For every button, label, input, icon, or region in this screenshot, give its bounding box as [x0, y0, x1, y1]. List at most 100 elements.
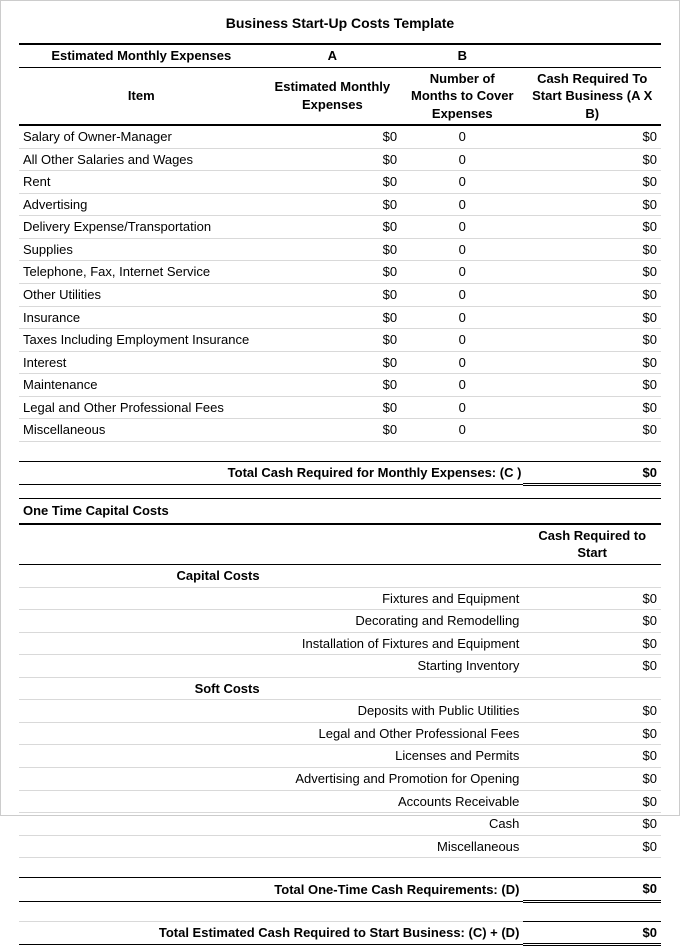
monthly-col-b: 0	[401, 148, 523, 171]
onetime-item: Accounts Receivable	[264, 790, 524, 813]
onetime-row: Advertising and Promotion for Opening$0	[19, 767, 661, 790]
monthly-item: Maintenance	[19, 374, 264, 397]
monthly-row: Interest$00$0	[19, 351, 661, 374]
monthly-item: Salary of Owner-Manager	[19, 125, 264, 148]
monthly-item: Other Utilities	[19, 284, 264, 307]
onetime-item: Legal and Other Professional Fees	[264, 722, 524, 745]
monthly-col-b-label: B	[401, 44, 523, 67]
monthly-header-row-2: Item Estimated Monthly Expenses Number o…	[19, 67, 661, 125]
monthly-col-a: $0	[264, 171, 402, 194]
grand-total-value: $0	[643, 925, 657, 940]
onetime-col-c: $0	[523, 722, 661, 745]
grand-total-label: Total Estimated Cash Required to Start B…	[159, 925, 520, 940]
monthly-item: Delivery Expense/Transportation	[19, 216, 264, 239]
monthly-col-a: $0	[264, 216, 402, 239]
onetime-row: Starting Inventory$0	[19, 655, 661, 678]
monthly-col-c: $0	[523, 396, 661, 419]
grand-total-row: Total Estimated Cash Required to Start B…	[19, 921, 661, 945]
monthly-row: Rent$00$0	[19, 171, 661, 194]
page: Business Start-Up Costs Template Estimat…	[0, 0, 680, 816]
monthly-col-a: $0	[264, 306, 402, 329]
monthly-item: Interest	[19, 351, 264, 374]
onetime-col-c-header: Cash Required to Start	[523, 524, 661, 565]
monthly-item: Insurance	[19, 306, 264, 329]
onetime-item: Licenses and Permits	[264, 745, 524, 768]
monthly-col-a: $0	[264, 238, 402, 261]
onetime-col-c: $0	[523, 767, 661, 790]
onetime-header: One Time Capital Costs	[19, 499, 264, 524]
onetime-row: Legal and Other Professional Fees$0	[19, 722, 661, 745]
monthly-col-c: $0	[523, 171, 661, 194]
monthly-row: Delivery Expense/Transportation$00$0	[19, 216, 661, 239]
monthly-col-b: 0	[401, 125, 523, 148]
monthly-col-c: $0	[523, 329, 661, 352]
monthly-col-c: $0	[523, 216, 661, 239]
monthly-col-b: 0	[401, 216, 523, 239]
monthly-col-c: $0	[523, 148, 661, 171]
onetime-total-label: Total One-Time Cash Requirements: (D)	[274, 882, 519, 897]
soft-costs-label: Soft Costs	[19, 677, 264, 700]
monthly-col-c: $0	[523, 125, 661, 148]
onetime-blank-row	[19, 858, 661, 878]
monthly-blank-row	[19, 441, 661, 461]
monthly-col-a: $0	[264, 374, 402, 397]
onetime-row: Decorating and Remodelling$0	[19, 610, 661, 633]
monthly-item: Advertising	[19, 193, 264, 216]
monthly-col-a: $0	[264, 125, 402, 148]
monthly-row: Taxes Including Employment Insurance$00$…	[19, 329, 661, 352]
onetime-item: Miscellaneous	[264, 835, 524, 858]
monthly-col-a: $0	[264, 351, 402, 374]
monthly-col-b: 0	[401, 329, 523, 352]
onetime-item: Fixtures and Equipment	[264, 587, 524, 610]
monthly-col-b: 0	[401, 374, 523, 397]
monthly-row: Telephone, Fax, Internet Service$00$0	[19, 261, 661, 284]
onetime-row: Accounts Receivable$0	[19, 790, 661, 813]
monthly-col-b-header: Number of Months to Cover Expenses	[401, 67, 523, 125]
onetime-col-c: $0	[523, 655, 661, 678]
monthly-row: Salary of Owner-Manager$00$0	[19, 125, 661, 148]
page-title: Business Start-Up Costs Template	[19, 15, 661, 31]
monthly-item: Rent	[19, 171, 264, 194]
monthly-row: Maintenance$00$0	[19, 374, 661, 397]
onetime-total-row: Total One-Time Cash Requirements: (D) $0	[19, 878, 661, 902]
monthly-col-b: 0	[401, 171, 523, 194]
monthly-item: All Other Salaries and Wages	[19, 148, 264, 171]
monthly-col-b: 0	[401, 193, 523, 216]
capital-costs-label: Capital Costs	[19, 565, 264, 588]
grand-spacer-row	[19, 901, 661, 921]
monthly-total-label: Total Cash Required for Monthly Expenses…	[228, 465, 522, 480]
monthly-col-a: $0	[264, 284, 402, 307]
monthly-col-a: $0	[264, 419, 402, 442]
monthly-header-row-1: Estimated Monthly Expenses A B	[19, 44, 661, 67]
monthly-item: Miscellaneous	[19, 419, 264, 442]
onetime-total-value: $0	[643, 881, 657, 896]
monthly-col-c: $0	[523, 238, 661, 261]
monthly-row: Other Utilities$00$0	[19, 284, 661, 307]
onetime-col-c: $0	[523, 835, 661, 858]
monthly-col-b: 0	[401, 419, 523, 442]
onetime-col-c: $0	[523, 610, 661, 633]
monthly-item-label: Item	[19, 67, 264, 125]
monthly-col-b: 0	[401, 306, 523, 329]
onetime-costs-table: One Time Capital Costs Cash Required to …	[19, 498, 661, 946]
monthly-total-row: Total Cash Required for Monthly Expenses…	[19, 461, 661, 485]
onetime-col-c: $0	[523, 587, 661, 610]
onetime-item: Installation of Fixtures and Equipment	[264, 632, 524, 655]
onetime-header-row-2: Cash Required to Start	[19, 524, 661, 565]
monthly-col-c: $0	[523, 193, 661, 216]
monthly-col-b: 0	[401, 261, 523, 284]
soft-costs-label-row: Soft Costs	[19, 677, 661, 700]
monthly-item: Telephone, Fax, Internet Service	[19, 261, 264, 284]
onetime-col-c: $0	[523, 790, 661, 813]
monthly-row: Supplies$00$0	[19, 238, 661, 261]
monthly-col-c: $0	[523, 284, 661, 307]
monthly-row: Insurance$00$0	[19, 306, 661, 329]
monthly-row: Advertising$00$0	[19, 193, 661, 216]
monthly-col-a: $0	[264, 329, 402, 352]
monthly-col-c: $0	[523, 351, 661, 374]
monthly-col-a-label: A	[264, 44, 402, 67]
monthly-row: All Other Salaries and Wages$00$0	[19, 148, 661, 171]
monthly-header-main: Estimated Monthly Expenses	[19, 44, 264, 67]
monthly-item: Taxes Including Employment Insurance	[19, 329, 264, 352]
monthly-col-b: 0	[401, 351, 523, 374]
